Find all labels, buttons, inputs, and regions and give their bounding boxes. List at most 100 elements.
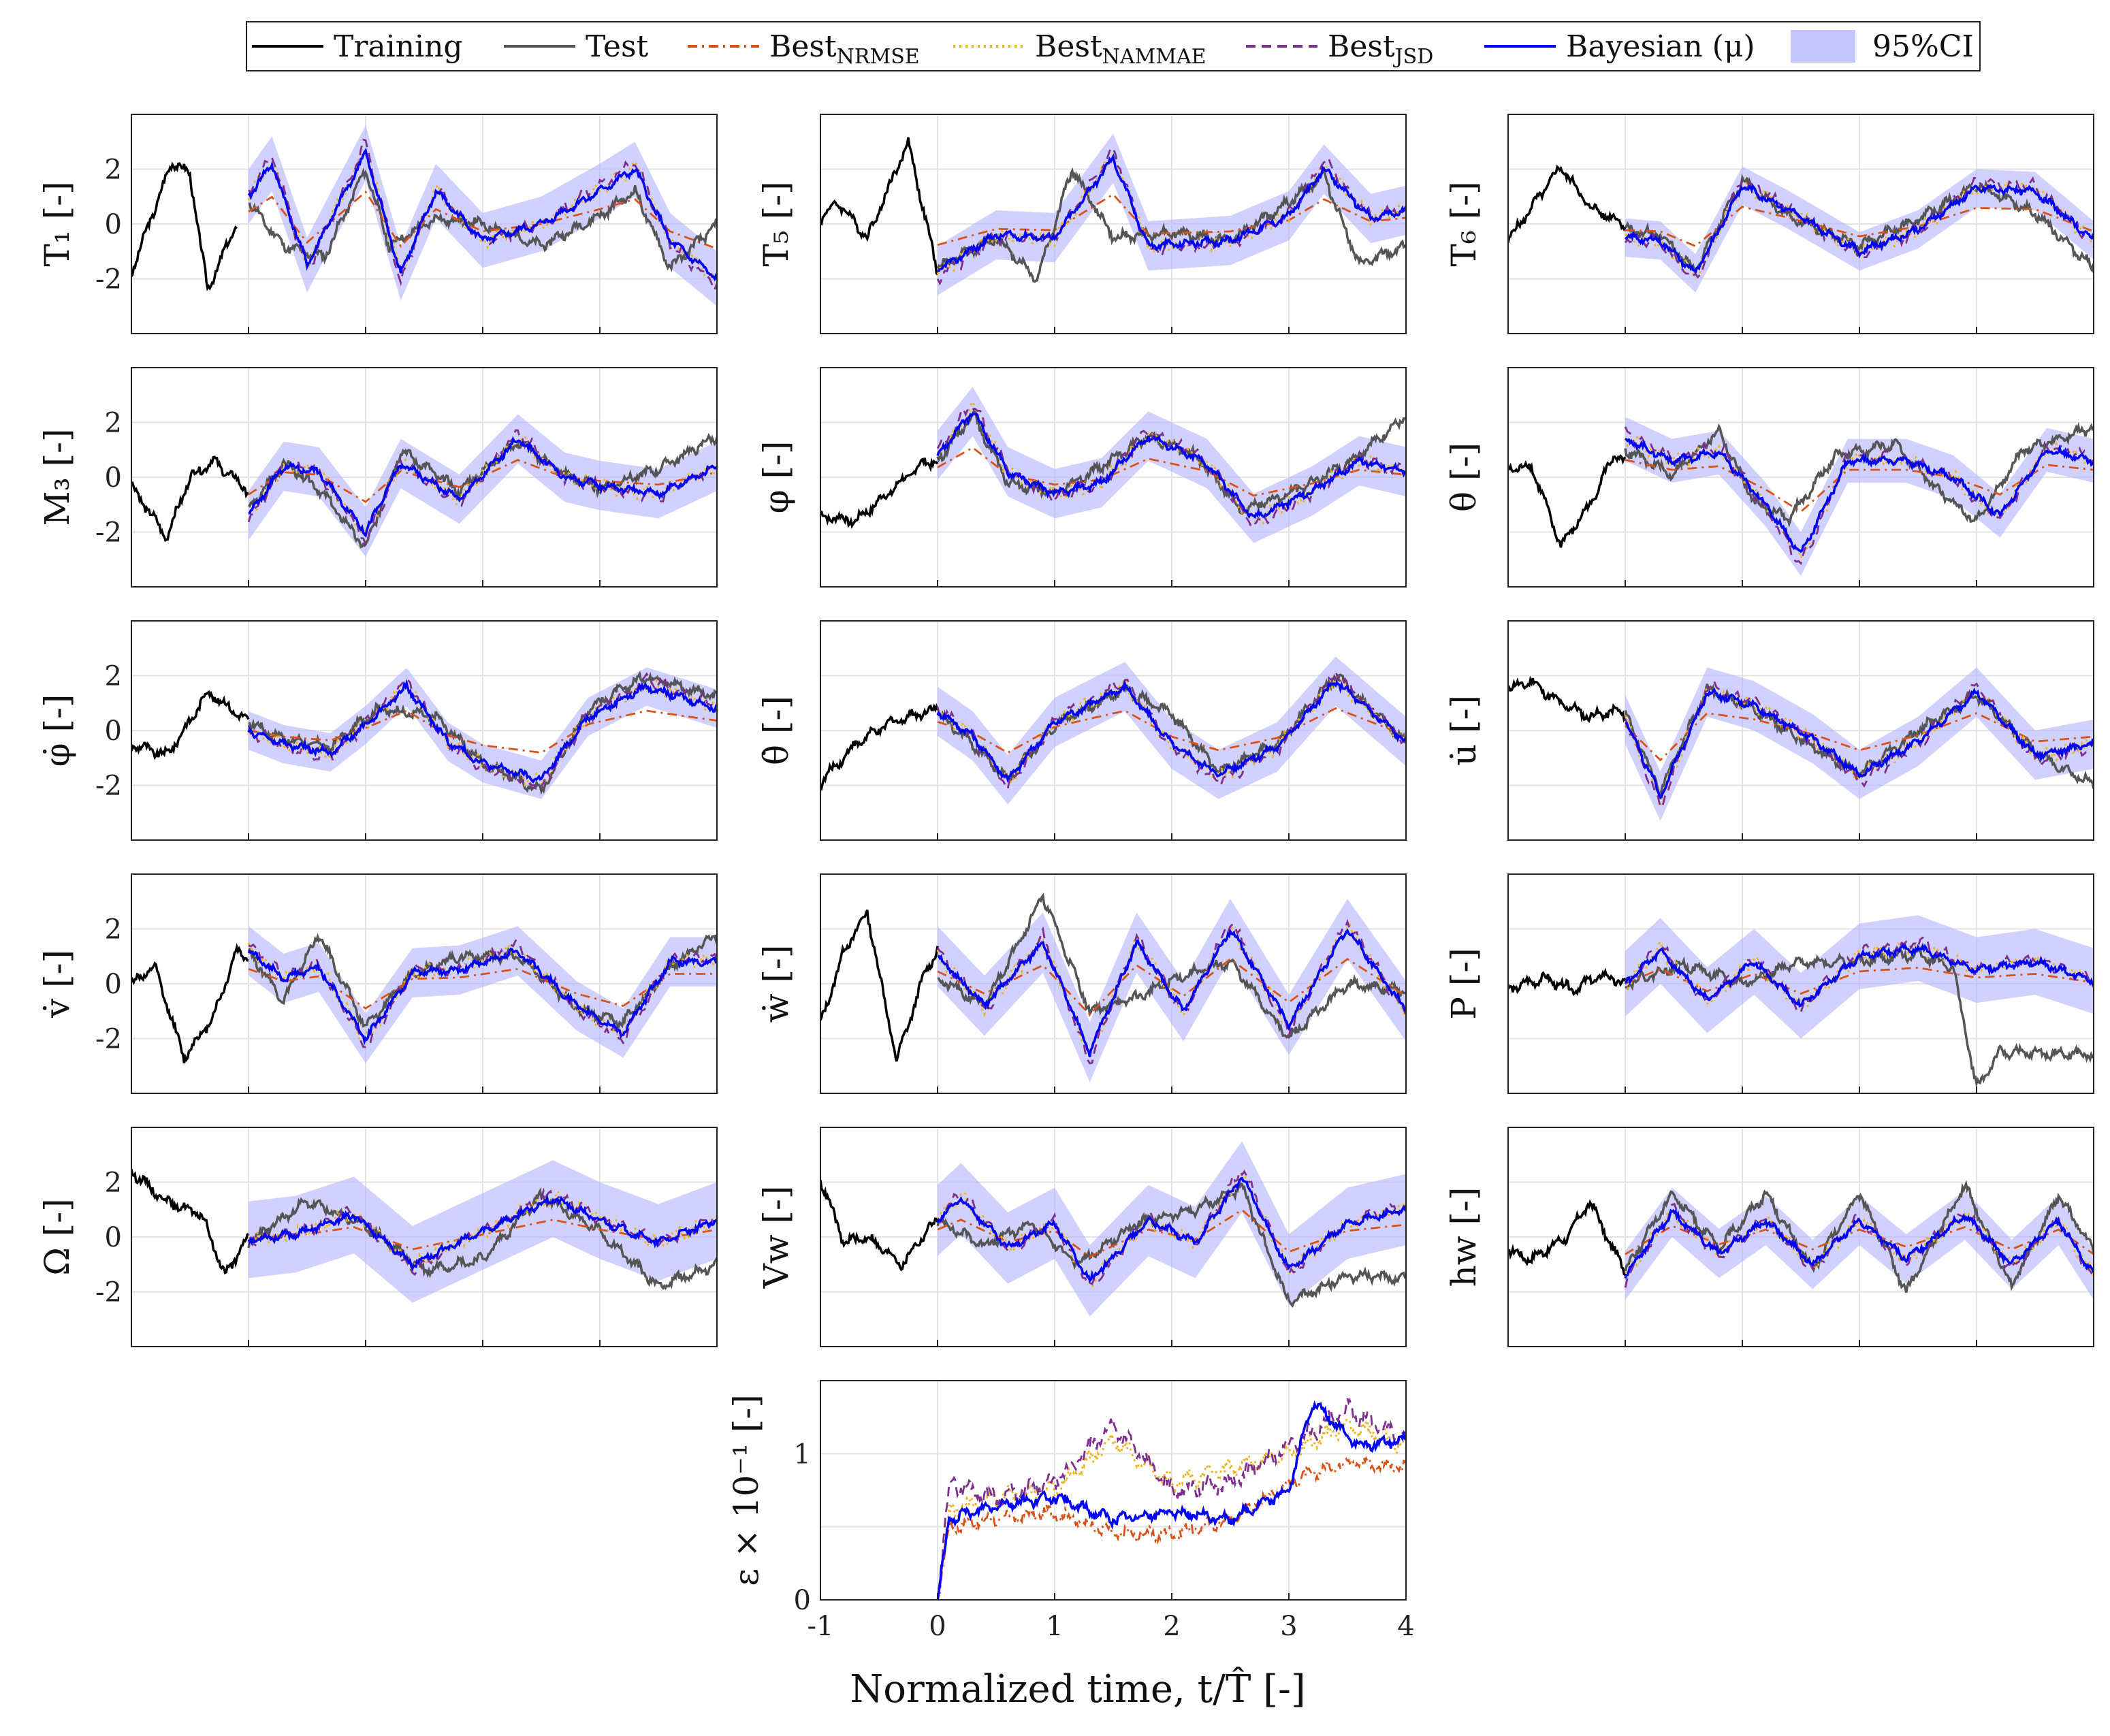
panel-series-thetadot: [820, 656, 1406, 805]
series-nammae: [1624, 939, 2094, 1009]
y-axis-label: θ [-]: [1444, 443, 1484, 512]
series-nrmse: [937, 193, 1406, 246]
panel-series-phi: [820, 387, 1406, 543]
series-training: [1508, 1199, 1627, 1276]
series-bayes: [248, 436, 717, 538]
panel-T1: 2 0 -2 T₁ [-]: [37, 114, 718, 334]
panel-thetadot: θ̇ [-]: [756, 620, 1407, 841]
series-training: [131, 161, 238, 291]
series-nrmse: [1625, 1225, 2094, 1255]
series-test: [247, 933, 717, 1030]
ci-band: [249, 926, 717, 1063]
ci-band: [938, 656, 1406, 805]
legend: Training Test BestNRMSE BestNAMMAE BestJSD Ba…: [246, 21, 1981, 71]
y-axis-label: ε × 10⁻¹ [-]: [726, 1394, 766, 1586]
x-axis-label: Normalized time, t/T̂ [-]: [850, 1666, 1305, 1711]
series-test: [936, 408, 1406, 515]
legend-label-training: Training: [334, 29, 463, 64]
series-training: [1508, 675, 1627, 724]
series-jsd: [1624, 426, 2094, 566]
series-nrmse: [1625, 206, 2094, 248]
panel-frame: [131, 620, 718, 841]
y-tick-label: 0: [105, 716, 122, 747]
ci-band: [1625, 417, 2094, 576]
series-nrmse: [248, 967, 717, 1010]
panel-frame: [1507, 367, 2094, 588]
panel-hw: hw [-]: [1444, 1127, 2094, 1347]
y-tick-label: -2: [95, 264, 122, 295]
series-training: [820, 137, 939, 276]
series-jsd: [248, 1187, 717, 1276]
panel-Vw: Vw [-]: [756, 1127, 1407, 1347]
y-tick-label: 2: [105, 408, 122, 439]
panel-P: P [-]: [1444, 873, 2094, 1094]
series-test: [936, 165, 1406, 283]
series-jsd: [1624, 176, 2094, 279]
y-tick-label: -2: [95, 771, 122, 802]
series-nammae: [247, 942, 717, 1041]
y-axis-label: φ̇ [-]: [37, 694, 77, 767]
series-nammae: [936, 922, 1406, 1057]
panel-series-phidot: [131, 667, 717, 799]
panel-frame: [820, 1380, 1407, 1601]
panel-frame: [131, 873, 718, 1094]
y-tick-label: -2: [95, 1024, 122, 1055]
panel-vdot: 2 0 -2 v̇ [-]: [37, 873, 718, 1094]
panel-epsilon: 10ε × 10⁻¹ [-]-1 0 1 2 3 4: [726, 1380, 1415, 1642]
series-nrmse: [248, 459, 717, 503]
panel-frame: [1507, 114, 2094, 334]
series-nrmse: [248, 709, 717, 754]
legend-swatch-ci: [1791, 30, 1855, 63]
y-axis-label: u̇ [-]: [1444, 695, 1484, 766]
panel-frame: [820, 873, 1407, 1094]
y-axis-label: θ̇ [-]: [756, 696, 796, 765]
panel-series-epsilon: [936, 1398, 1406, 1600]
panel-frame: [131, 367, 718, 588]
y-tick-label: 0: [105, 209, 122, 240]
y-tick-label: 2: [105, 914, 122, 946]
series-bayes: [1624, 1208, 2094, 1279]
series-test: [1624, 421, 2094, 528]
panel-frame: [820, 367, 1407, 588]
panel-frame: [131, 1127, 718, 1347]
y-axis-label: T₅ [-]: [756, 181, 796, 266]
panel-series-T1: [131, 125, 717, 306]
series-nammae: [248, 434, 717, 536]
series-bayes: [1625, 438, 2094, 553]
panel-M3: 2 0 -2 M₃ [-]: [37, 367, 718, 588]
series-bayes: [936, 1176, 1406, 1283]
series-nrmse: [937, 446, 1406, 497]
panel-phi: φ [-]: [756, 367, 1407, 588]
y-axis-label: T₁ [-]: [37, 181, 77, 266]
y-tick-label: 0: [794, 1585, 811, 1616]
panel-T6: T₆ [-]: [1444, 114, 2094, 334]
y-axis-label: T₆ [-]: [1444, 181, 1484, 266]
series-training: [131, 1168, 249, 1275]
series-test: [247, 1187, 717, 1291]
series-bayes: [1625, 184, 2094, 274]
panel-frame: [820, 620, 1407, 841]
series-nrmse: [248, 190, 717, 250]
series-bayes: [247, 679, 717, 784]
y-tick-label: 0: [105, 462, 122, 494]
series-jsd: [937, 1398, 1406, 1600]
x-tick-label: 4: [1397, 1611, 1414, 1642]
panel-series-Vw: [820, 1141, 1406, 1317]
series-bayes: [936, 1400, 1406, 1600]
x-tick-label: 3: [1280, 1611, 1297, 1642]
panel-frame: [1507, 873, 2094, 1094]
y-axis-label: Ω [-]: [37, 1198, 77, 1275]
y-axis-label: v̇ [-]: [37, 950, 77, 1018]
panel-frame: [820, 1127, 1407, 1347]
series-test: [1625, 174, 2094, 275]
panel-phidot: 2 0 -2 φ̇ [-]: [37, 620, 718, 841]
series-bayes: [247, 148, 717, 282]
ci-band: [1625, 915, 2094, 1039]
series-training: [820, 457, 939, 529]
y-axis-label: Vw [-]: [756, 1186, 796, 1289]
ci-band: [1625, 166, 2094, 293]
panel-series-P: [1508, 915, 2094, 1089]
series-nrmse: [937, 958, 1406, 1016]
series-test: [1624, 1180, 2094, 1293]
